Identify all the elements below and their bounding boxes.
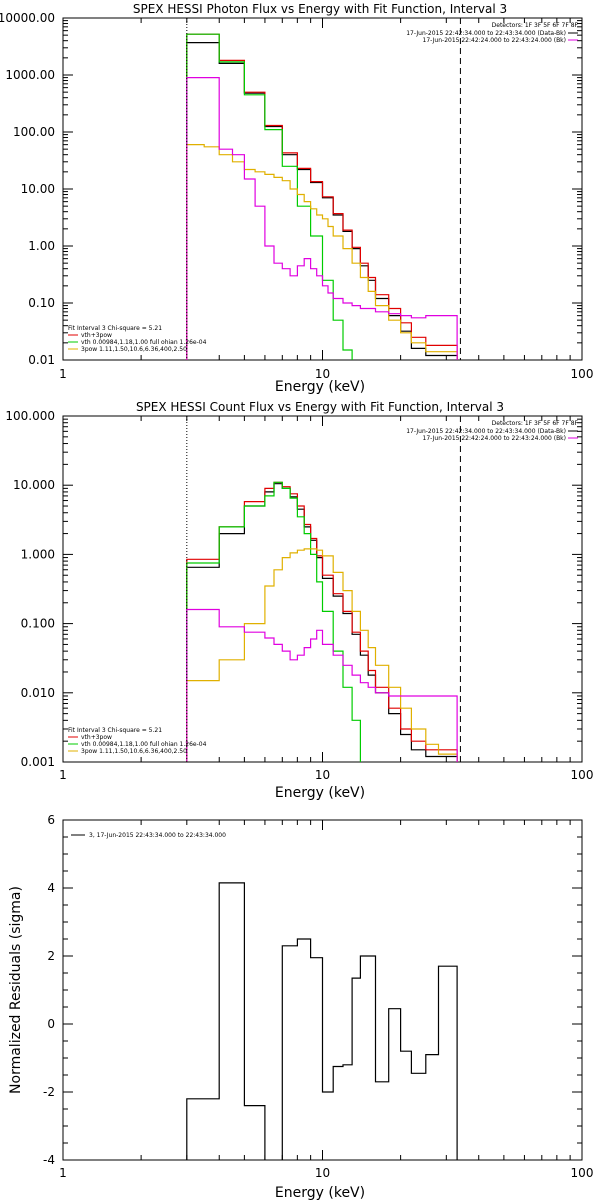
series-line [186,77,458,360]
series-line [186,548,458,762]
x-tick-label: 100 [571,367,594,381]
series-group [186,481,458,762]
x-tick-label: 10 [315,768,330,782]
legend-entry-label: 17-Jun-2015 22:42:34.000 to 22:43:34.000… [406,428,566,435]
x-axis-label: Energy (keV) [275,379,365,395]
legend-fit-entry: 3pow 1.11,1.50,10.6,6.36,400,2.50 [81,346,187,353]
chart-1: SPEX HESSI Photon Flux vs Energy with Fi… [0,2,593,395]
series-line [186,608,458,762]
legend-entry-label: 17-Jun-2015 22:42:34.000 to 22:43:34.000… [406,30,566,37]
x-tick-label: 100 [571,768,594,782]
series-group [186,882,458,1160]
y-tick-label: 1.00 [28,239,55,253]
y-tick-label: 0.01 [28,353,55,367]
legend-fit-header: Fit Interval 3 Chi-square = 5.21 [68,325,162,332]
y-tick-label: 2 [47,949,55,963]
x-tick-label: 10 [315,1166,330,1180]
series-line [186,481,458,762]
x-tick-label: 100 [571,1166,594,1180]
y-tick-label: 100.00 [13,125,55,139]
legend-fit-entry: 3pow 1.11,1.50,10.6,6.36,400,2.50 [81,748,187,755]
legend-entry-label: 3, 17-Jun-2015 22:43:34.000 to 22:43:34.… [89,832,226,839]
chart-title: SPEX HESSI Photon Flux vs Energy with Fi… [133,2,507,16]
x-tick-label: 1 [59,768,67,782]
chart-2: SPEX HESSI Count Flux vs Energy with Fit… [5,400,593,801]
legend-fit-header: Fit Interval 3 Chi-square = 5.21 [68,727,162,734]
legend-fit-entry: vth+3pow [81,734,112,741]
y-tick-label: 0.001 [21,755,55,769]
legend-entry-label: 17-Jun-2015 22:42:24.000 to 22:43:24.000… [423,435,566,442]
y-tick-label: 0.100 [21,617,55,631]
y-tick-label: 0.010 [21,686,55,700]
series-line [186,483,458,762]
legend-fit-entry: vth 0.00984,1.18,1.00 full ohian 1.26e-0… [81,741,207,748]
y-axis-label: Normalized Residuals (sigma) [8,886,24,1094]
legend-entry-label: 17-Jun-2015 22:42:24.000 to 22:43:24.000… [423,37,566,44]
series-line [186,33,458,360]
x-tick-label: 1 [59,1166,67,1180]
y-tick-label: 100.000 [5,409,55,423]
y-tick-label: 10000.00 [0,11,55,25]
y-tick-label: 1.000 [21,547,55,561]
y-tick-label: 0.10 [28,296,55,310]
y-tick-label: -4 [43,1153,55,1167]
y-tick-label: 6 [47,813,55,827]
series-line [186,33,458,360]
chart-3: 1 10 100 -4 -2 0 2 4 6 Energy (keV) Normalized Res… [8,813,593,1200]
legend-detectors: Detectors: 1F 3F 5F 6F 7F 8F [492,22,579,29]
series-line [186,42,458,360]
y-tick-label: 10.000 [13,478,55,492]
y-tick-label: -2 [43,1085,55,1099]
legend-detectors: Detectors: 1F 3F 5F 6F 7F 8F [492,420,579,427]
y-tick-label: 4 [47,881,55,895]
legend-fit-entry: vth+3pow [81,332,112,339]
x-tick-label: 1 [59,367,67,381]
series-group [186,33,458,360]
x-tick-label: 10 [315,367,330,381]
chart-title: SPEX HESSI Count Flux vs Energy with Fit… [136,400,504,414]
x-axis-label: Energy (keV) [275,785,365,801]
y-tick-label: 1000.00 [5,68,55,82]
series-line [186,481,458,762]
y-tick-label: 0 [47,1017,55,1031]
x-axis-label: Energy (keV) [275,1185,365,1200]
y-tick-label: 10.00 [21,182,55,196]
series-line [186,882,458,1160]
legend-fit-entry: vth 0.00984,1.18,1.00 full ohian 1.26e-0… [81,339,207,346]
